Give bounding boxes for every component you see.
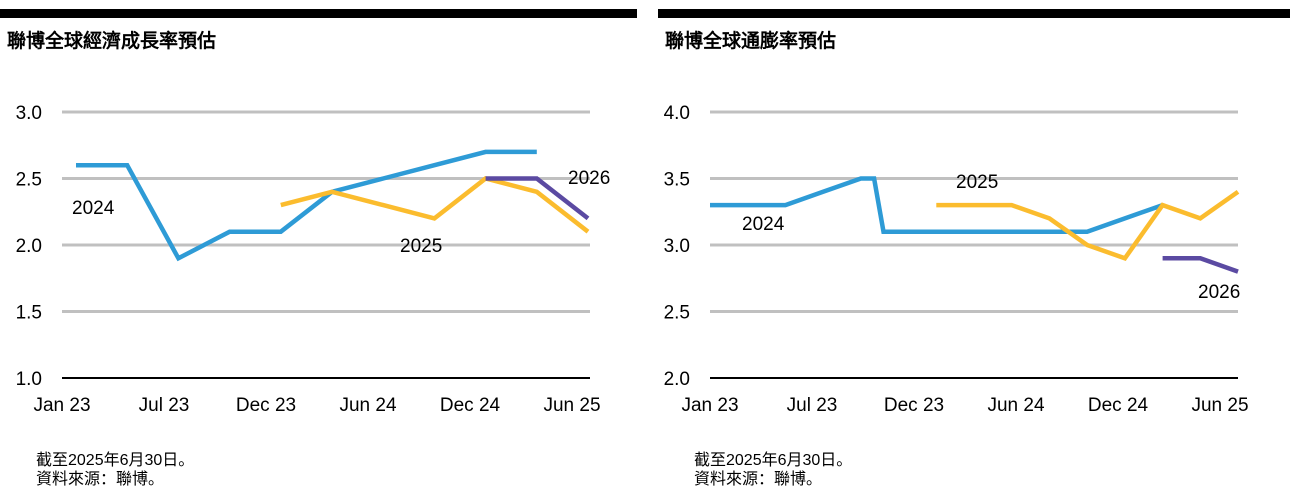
x-tick-label: Dec 24 [1088,395,1149,416]
growth-notes: 截至2025年6月30日。 資料來源：聯博。 [36,451,194,489]
x-tick-label: Jan 23 [681,395,738,416]
panel-top-rule [0,9,637,18]
series-2025-label: 2025 [400,236,442,257]
panel-top-rule [658,9,1290,18]
y-tick-label: 1.0 [16,369,42,390]
series-2026-line [485,176,590,221]
x-tick-label: Dec 23 [884,395,944,416]
inflation-notes: 截至2025年6月30日。 資料來源：聯博。 [694,451,852,489]
date-note: 截至2025年6月30日。 [36,452,195,469]
y-tick-label: 3.5 [664,170,690,191]
series-2025-line [936,189,1240,261]
x-tick-label: Jul 23 [787,395,838,416]
x-tick-label: Jun 25 [1191,395,1248,416]
source-note: 資料來源：聯博。 [694,471,823,488]
inflation-panel: 聯博全球通膨率預估 4.0 3.5 3.0 2.5 2.0 Jan 23 Jul 23 Dec… [658,0,1290,503]
series-2024-label: 2024 [742,214,785,235]
x-tick-label: Jun 24 [339,395,396,416]
series-2026-line [1162,256,1239,274]
x-tick-label: Dec 24 [440,395,501,416]
series-2025-line [280,176,590,234]
series-2024-line [76,149,537,262]
y-tick-label: 3.0 [16,103,42,124]
series-2026-label: 2026 [1198,282,1240,303]
y-tick-label: 2.5 [16,170,42,191]
x-tick-label: Jan 23 [33,395,90,416]
x-tick-label: Dec 23 [236,395,296,416]
growth-panel: 聯博全球經濟成長率預估 3.0 2.5 2.0 1.5 1.0 Jan 23 Jul 23 D… [0,0,637,503]
inflation-chart: 4.0 3.5 3.0 2.5 2.0 Jan 23 Jul 23 Dec 23 Jun 24 D… [664,103,1249,416]
y-tick-label: 2.0 [664,369,690,390]
y-tick-label: 3.0 [664,236,690,257]
y-tick-label: 2.0 [16,236,42,257]
date-note: 截至2025年6月30日。 [694,452,853,469]
y-tick-label: 4.0 [664,103,690,124]
growth-chart-title: 聯博全球經濟成長率預估 [7,31,217,52]
series-2024-label: 2024 [72,198,115,219]
series-2024-line [710,176,1164,234]
x-tick-label: Jun 24 [987,395,1044,416]
growth-chart: 3.0 2.5 2.0 1.5 1.0 Jan 23 Jul 23 Dec 23 Jun 24 D… [16,103,611,416]
series-2025-label: 2025 [956,172,998,193]
inflation-chart-title: 聯博全球通膨率預估 [665,31,837,52]
y-tick-label: 1.5 [16,303,42,324]
series-2026-label: 2026 [568,168,610,189]
source-note: 資料來源：聯博。 [36,471,165,488]
x-tick-label: Jun 25 [543,395,600,416]
y-tick-label: 2.5 [664,303,690,324]
x-tick-label: Jul 23 [139,395,190,416]
